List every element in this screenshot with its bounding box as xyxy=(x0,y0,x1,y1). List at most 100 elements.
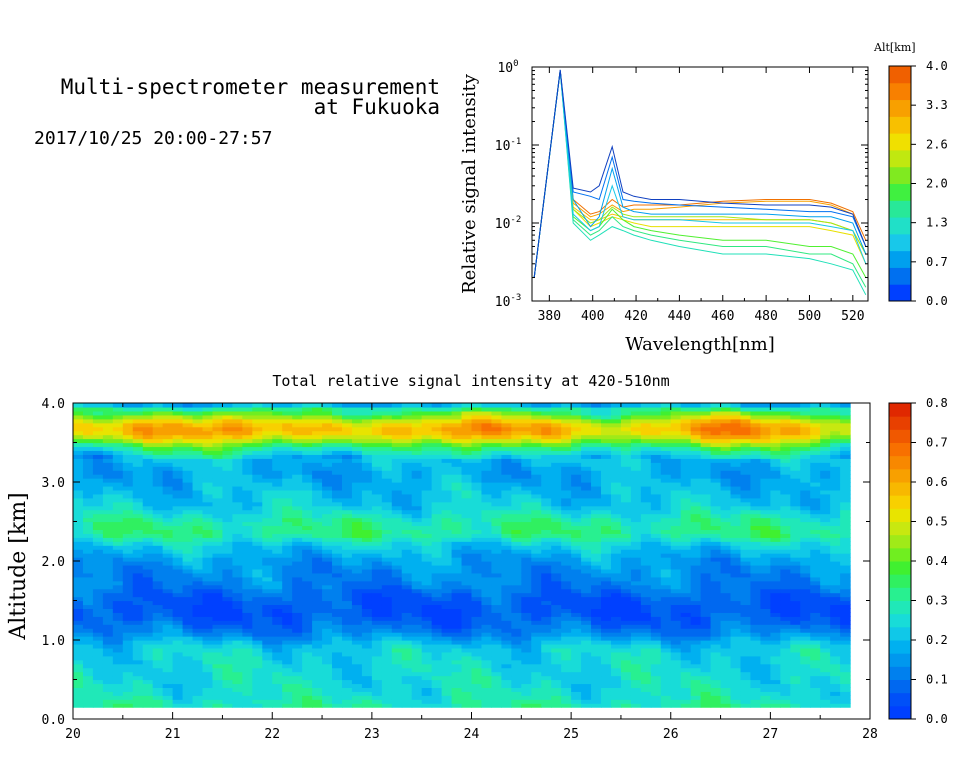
heatmap-cell xyxy=(142,695,154,700)
heatmap-cell xyxy=(650,651,662,657)
heatmap-cell xyxy=(122,632,134,637)
heatmap-cell xyxy=(551,501,562,507)
heatmap-cell xyxy=(212,474,224,479)
heatmap-cell xyxy=(591,564,602,570)
heatmap-cell xyxy=(312,403,323,408)
heatmap-cell xyxy=(451,430,463,436)
heatmap-cell xyxy=(192,509,204,515)
heatmap-cell xyxy=(401,608,413,613)
heatmap-cell xyxy=(431,482,443,487)
heatmap-cell xyxy=(601,545,612,550)
heatmap-cell xyxy=(222,616,233,621)
heatmap-cell xyxy=(581,549,592,554)
heatmap-cell xyxy=(421,422,433,428)
heatmap-cell xyxy=(401,640,413,645)
heatmap-cell xyxy=(102,699,114,704)
heatmap-cell xyxy=(601,529,612,534)
heatmap-cell xyxy=(571,497,582,503)
heatmap-cell xyxy=(491,604,502,609)
spectrum-colorbar-ticks: 4.03.32.62.01.30.70.0 xyxy=(911,59,948,308)
heatmap-cell xyxy=(561,687,572,692)
heatmap-cell xyxy=(660,521,672,527)
heatmap-cell xyxy=(222,608,233,613)
heatmap-cell xyxy=(162,418,174,424)
heatmap-cell xyxy=(222,588,233,594)
heatmap-cell xyxy=(411,612,423,617)
heatmap-cell xyxy=(302,624,313,629)
heatmap-cell xyxy=(361,612,373,617)
heatmap-cell xyxy=(411,482,423,487)
heatmap-cell xyxy=(441,616,453,621)
heatmap-cell xyxy=(371,600,383,606)
heatmap-cell xyxy=(451,636,463,641)
heatmap-cell xyxy=(690,620,702,625)
heatmap-cell xyxy=(172,632,184,637)
heatmap-cell xyxy=(192,647,204,653)
heatmap-cell xyxy=(73,564,84,570)
heatmap-cell xyxy=(152,600,164,606)
heatmap-cell xyxy=(431,699,443,704)
heatmap-cell xyxy=(451,541,463,546)
heatmap-cell xyxy=(421,466,433,471)
heatmap-cell xyxy=(591,525,602,530)
heatmap-cell xyxy=(252,561,263,566)
heatmap-cell xyxy=(461,517,473,523)
heatmap-cell xyxy=(202,628,214,633)
heatmap-cell xyxy=(351,557,363,562)
heatmap-cell xyxy=(282,557,293,562)
heatmap-cell xyxy=(571,466,582,471)
heatmap-cell xyxy=(411,505,423,511)
spectrum-series-line-8 xyxy=(533,70,867,296)
heatmap-cell xyxy=(82,612,94,617)
heatmap-cell xyxy=(351,450,363,455)
heatmap-cell xyxy=(332,588,343,594)
heatmap-cell xyxy=(461,564,473,570)
heatmap-cell xyxy=(471,620,483,625)
heatmap-cell xyxy=(401,505,413,511)
heatmap-cell xyxy=(431,533,443,538)
heatmap-cell xyxy=(92,643,104,649)
heatmap-cell xyxy=(391,596,403,602)
heatmap-cell xyxy=(601,588,612,594)
heatmap-cell xyxy=(242,643,253,649)
heatmap-cell xyxy=(571,584,582,590)
heatmap-cell xyxy=(242,687,253,692)
heatmap-cell xyxy=(351,643,363,649)
heatmap-cell xyxy=(212,687,224,692)
heatmap-cell xyxy=(541,568,552,574)
heatmap-cell xyxy=(242,624,253,629)
heatmap-cell xyxy=(152,478,164,483)
heatmap-cell xyxy=(461,406,473,412)
heatmap-cell xyxy=(102,470,114,475)
heatmap-cell xyxy=(561,545,572,550)
heatmap-cell xyxy=(471,422,483,428)
heatmap-cell xyxy=(112,576,124,582)
heatmap-cell xyxy=(650,403,662,408)
heatmap-cell xyxy=(381,410,393,416)
heatmap-cell xyxy=(322,450,333,455)
heatmap-cell xyxy=(371,691,383,696)
heatmap-cell xyxy=(132,505,144,511)
heatmap-cell xyxy=(551,414,562,420)
heatmap-cell xyxy=(630,683,642,688)
heatmap-cell xyxy=(92,620,104,625)
heatmap-cell xyxy=(102,671,114,677)
heatmap-cell xyxy=(322,533,333,538)
heatmap-cell xyxy=(670,446,682,451)
heatmap-cell xyxy=(561,695,572,700)
heatmap-cell xyxy=(212,691,224,696)
heatmap-cell xyxy=(212,529,224,534)
heatmap-cell xyxy=(82,442,94,448)
heatmap-cell xyxy=(73,576,84,582)
heatmap-cell xyxy=(650,501,662,507)
heatmap-cell xyxy=(650,675,662,681)
heatmap-cell xyxy=(551,588,562,594)
heatmap-cell xyxy=(302,549,313,554)
heatmap-cell xyxy=(132,651,144,657)
heatmap-cell xyxy=(561,655,572,661)
heatmap-cell xyxy=(561,580,572,586)
heatmap-cell xyxy=(82,454,94,459)
heatmap-cell xyxy=(162,489,174,495)
heatmap-cell xyxy=(650,434,662,440)
heatmap-cell xyxy=(431,659,443,665)
